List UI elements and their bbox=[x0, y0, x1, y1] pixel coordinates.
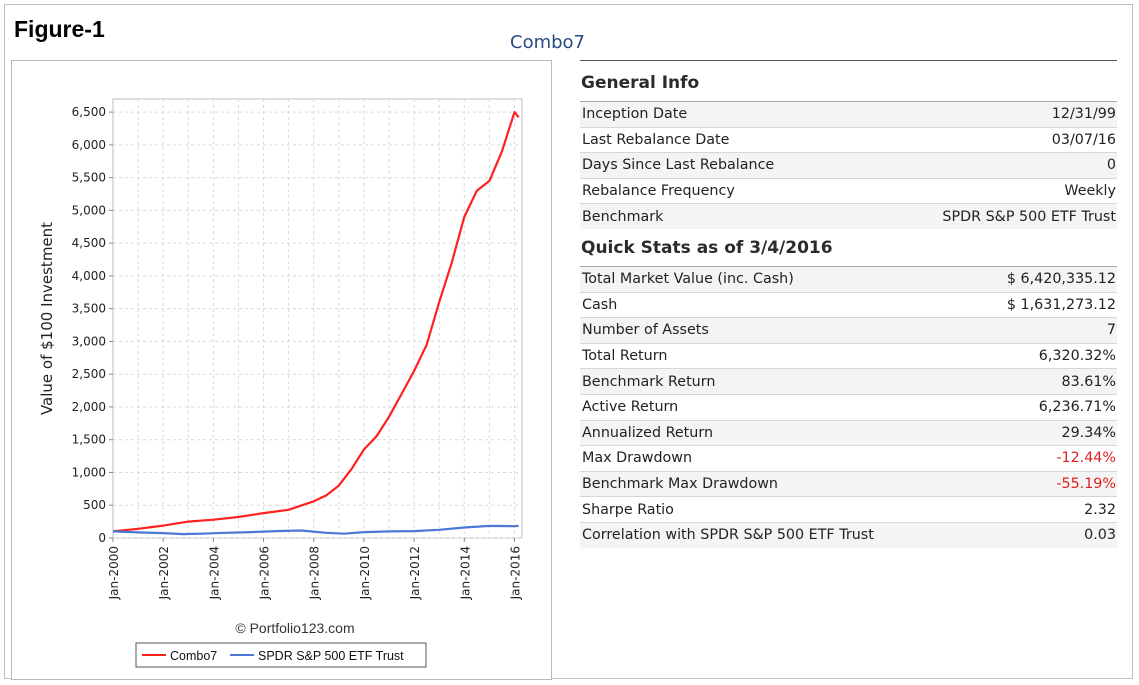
y-axis-label: Value of $100 Investment bbox=[38, 222, 56, 415]
stat-value: 0.03 bbox=[1084, 527, 1116, 544]
stat-row: Total Market Value (inc. Cash) $ 6,420,33… bbox=[580, 266, 1117, 293]
stat-row: Sharpe Ratio 2.32 bbox=[580, 496, 1117, 523]
stat-value: $ 1,631,273.12 bbox=[1006, 296, 1116, 313]
legend-box bbox=[135, 642, 427, 668]
y-tick-label: 4,000 bbox=[72, 269, 106, 283]
y-tick-label: 2,500 bbox=[72, 367, 106, 381]
stat-label: Benchmark Return bbox=[582, 373, 716, 390]
chart-panel: 0 500 1,000 1,500 2,000 2,500 3,000 3,500 4,000 4… bbox=[11, 60, 552, 680]
x-tick-label: Jan-2002 bbox=[157, 546, 171, 600]
x-tick-label: Jan-2004 bbox=[207, 546, 221, 600]
stat-value: -55.19% bbox=[1056, 476, 1116, 493]
stat-row: Benchmark Max Drawdown -55.19% bbox=[580, 471, 1117, 497]
stat-label: Annualized Return bbox=[582, 424, 714, 441]
y-tick-label: 500 bbox=[83, 498, 106, 512]
stat-row: Cash $ 1,631,273.12 bbox=[580, 292, 1117, 318]
figure-label: Figure-1 bbox=[14, 16, 105, 42]
series-line-benchmark bbox=[112, 524, 519, 536]
stat-label: Sharpe Ratio bbox=[582, 501, 674, 518]
y-tick-label: 1,000 bbox=[72, 465, 106, 479]
y-tick-label: 6,500 bbox=[72, 105, 106, 119]
stat-row: Benchmark Return 83.61% bbox=[580, 368, 1117, 395]
stat-label: Rebalance Frequency bbox=[582, 183, 735, 200]
stat-value: 03/07/16 bbox=[1051, 131, 1116, 148]
general-info-title: General Info bbox=[580, 60, 1117, 101]
x-tick-label: Jan-2012 bbox=[408, 546, 422, 600]
stat-row: Rebalance Frequency Weekly bbox=[580, 178, 1117, 204]
stat-value: 6,236.71% bbox=[1038, 399, 1116, 416]
stat-label: Cash bbox=[582, 296, 618, 313]
stat-value: 2.32 bbox=[1084, 501, 1116, 518]
stat-row: Days Since Last Rebalance 0 bbox=[580, 152, 1117, 179]
y-tick-label: 6,000 bbox=[72, 138, 106, 152]
figure-frame bbox=[4, 4, 1133, 679]
legend-label-combo7: Combo7 bbox=[170, 649, 217, 663]
stat-value: Weekly bbox=[1064, 183, 1116, 200]
quick-stats-table: Total Market Value (inc. Cash) $ 6,420,33… bbox=[580, 266, 1117, 548]
stat-row: Inception Date 12/31/99 bbox=[580, 101, 1117, 128]
stat-label: Inception Date bbox=[582, 106, 688, 123]
stat-row: Annualized Return 29.34% bbox=[580, 420, 1117, 446]
stat-value: 83.61% bbox=[1061, 373, 1116, 390]
x-tick-label: Jan-2008 bbox=[308, 546, 322, 600]
info-panel: General Info Inception Date 12/31/99 Last … bbox=[580, 60, 1117, 548]
y-tick-label: 0 bbox=[98, 531, 106, 545]
portfolio-title[interactable]: Combo7 bbox=[510, 32, 586, 53]
stat-value: SPDR S&P 500 ETF Trust bbox=[942, 208, 1116, 225]
stat-row: Correlation with SPDR S&P 500 ETF Trust 0… bbox=[580, 522, 1117, 548]
y-tick-label: 3,000 bbox=[72, 334, 106, 348]
stat-label: Benchmark Max Drawdown bbox=[582, 476, 778, 493]
stat-label: Active Return bbox=[582, 399, 679, 416]
y-tick-label: 3,500 bbox=[72, 302, 106, 316]
stat-label: Last Rebalance Date bbox=[582, 131, 730, 148]
stat-row: Number of Assets 7 bbox=[580, 317, 1117, 344]
plot-area bbox=[112, 98, 523, 539]
x-tick-label: Jan-2016 bbox=[508, 546, 522, 600]
x-tick-label: Jan-2006 bbox=[258, 546, 272, 600]
stat-label: Number of Assets bbox=[582, 322, 709, 339]
y-tick-label: 1,500 bbox=[72, 433, 106, 447]
stat-value: 7 bbox=[1106, 322, 1116, 339]
stat-value: $ 6,420,335.12 bbox=[1006, 271, 1116, 288]
stat-label: Total Market Value (inc. Cash) bbox=[582, 271, 794, 288]
y-tick-label: 2,000 bbox=[72, 400, 106, 414]
stat-value: 0 bbox=[1106, 157, 1116, 174]
quick-stats-title: Quick Stats as of 3/4/2016 bbox=[581, 237, 833, 258]
stat-value: 29.34% bbox=[1061, 424, 1116, 441]
stat-value: 12/31/99 bbox=[1051, 106, 1116, 123]
general-info-table: Inception Date 12/31/99 Last Rebalance Dat… bbox=[580, 101, 1117, 229]
performance-chart: 0 500 1,000 1,500 2,000 2,500 3,000 3,500 4,000 4… bbox=[38, 98, 523, 668]
stat-label: Correlation with SPDR S&P 500 ETF Trust bbox=[582, 527, 874, 544]
x-tick-label: Jan-2000 bbox=[107, 546, 121, 600]
x-tick-label: Jan-2010 bbox=[358, 546, 372, 600]
stat-value: 6,320.32% bbox=[1038, 348, 1116, 365]
series-line-combo7 bbox=[112, 110, 520, 533]
stat-label: Total Return bbox=[582, 348, 668, 365]
stat-row: Active Return 6,236.71% bbox=[580, 394, 1117, 421]
stat-label: Days Since Last Rebalance bbox=[582, 157, 775, 174]
stat-value: -12.44% bbox=[1056, 450, 1116, 467]
stat-row: Benchmark SPDR S&P 500 ETF Trust bbox=[580, 203, 1117, 229]
x-tick-label: Jan-2014 bbox=[458, 546, 472, 600]
stat-row: Last Rebalance Date 03/07/16 bbox=[580, 127, 1117, 153]
y-tick-label: 5,500 bbox=[72, 171, 106, 185]
legend-label-benchmark: SPDR S&P 500 ETF Trust bbox=[258, 649, 404, 663]
stat-row: Max Drawdown -12.44% bbox=[580, 445, 1117, 472]
watermark-text: © Portfolio123.com bbox=[235, 620, 354, 636]
stat-row: Total Return 6,320.32% bbox=[580, 343, 1117, 369]
stat-label: Max Drawdown bbox=[582, 450, 693, 467]
stat-label: Benchmark bbox=[582, 208, 664, 225]
y-tick-label: 5,000 bbox=[72, 203, 106, 217]
y-tick-label: 4,500 bbox=[72, 236, 106, 250]
